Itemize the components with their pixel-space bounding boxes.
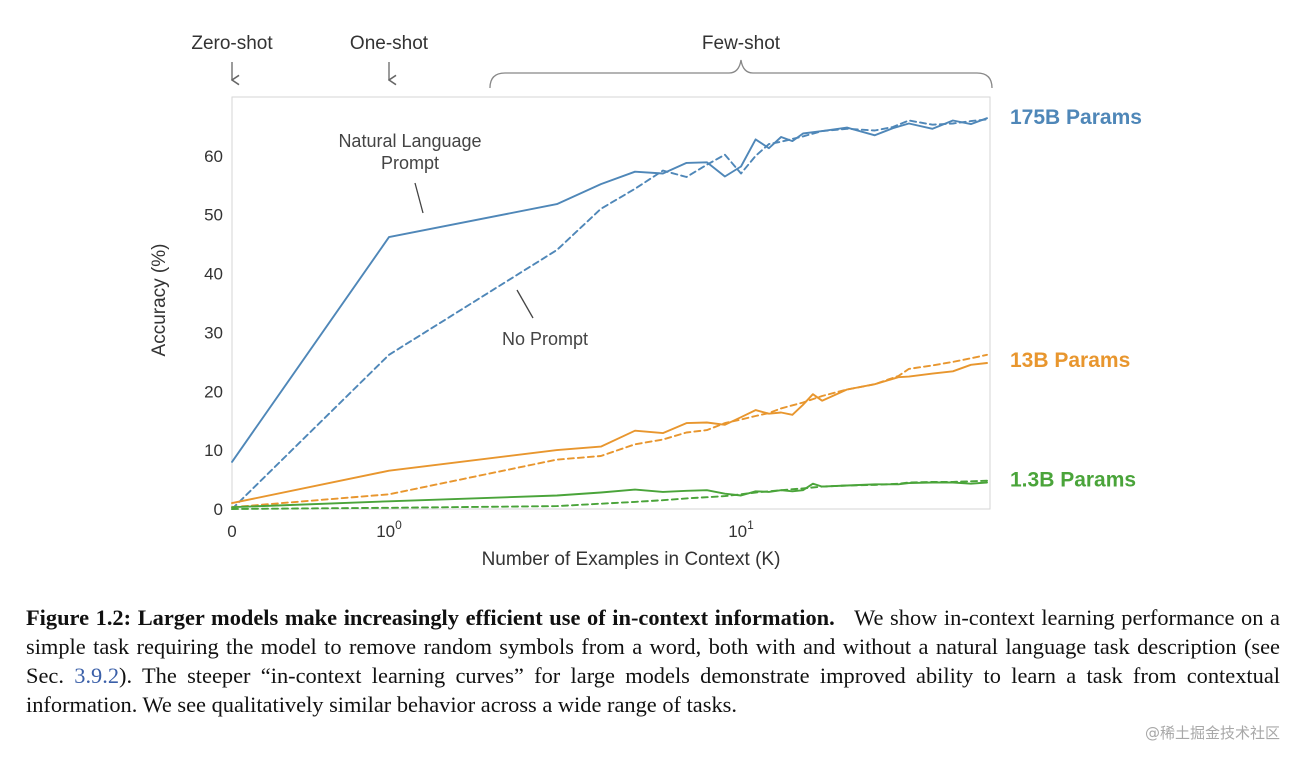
- caption-text-1: We show in-context learning performance …: [26, 605, 1280, 688]
- y-tick-label: 0: [214, 500, 223, 519]
- series-labels: 175B Params 13B Params 1.3B Params: [1010, 106, 1142, 492]
- series-label-175b-params: 175B Params: [1010, 106, 1142, 129]
- series-line-1-3b-params-no-prompt: [231, 479, 988, 510]
- figure-caption: Figure 1.2: Larger models make increasin…: [26, 603, 1280, 719]
- region-label-few-shot: Few-shot: [702, 33, 781, 54]
- x-tick-label: 0: [227, 522, 236, 541]
- x-tick-label: 101: [728, 518, 754, 541]
- series-label-13b-params: 13B Params: [1010, 349, 1130, 372]
- annotation-natural-language-prompt: Natural Language Prompt: [338, 131, 481, 173]
- region-label-zero-shot: Zero-shot: [191, 33, 273, 54]
- series-lines: [231, 117, 988, 510]
- annotation-no-prompt: No Prompt: [502, 329, 588, 349]
- series-line-175b-params-no-prompt: [231, 118, 988, 510]
- y-tick-label: 60: [204, 147, 223, 166]
- chart-figure: Zero-shot One-shot Few-shot 01020304050600…: [149, 33, 1142, 570]
- series-line-13b-params-natural-language-prompt: [231, 362, 988, 505]
- plot-area: [231, 96, 991, 510]
- shot-regions: Zero-shot One-shot Few-shot: [191, 33, 993, 89]
- annotation-pointer-no-prompt: [516, 289, 534, 319]
- caption-text-2: ). The steeper “in-context learning curv…: [26, 663, 1280, 717]
- y-axis-label: Accuracy (%): [149, 244, 170, 357]
- watermark: @稀土掘金技术社区: [1144, 724, 1280, 742]
- caption-title: Figure 1.2: Larger models make increasin…: [26, 605, 835, 630]
- y-tick-label: 10: [204, 441, 223, 460]
- annotations: Natural Language Prompt No Prompt: [338, 131, 588, 349]
- x-axis-label: Number of Examples in Context (K): [482, 549, 781, 570]
- y-tick-label: 20: [204, 382, 223, 401]
- few-shot-brace: [489, 59, 993, 89]
- caption-section-link[interactable]: 3.9.2: [74, 663, 120, 688]
- y-tick-label: 50: [204, 206, 223, 225]
- annotation-pointer-natural-language-prompt: [414, 182, 424, 214]
- y-tick-label: 30: [204, 323, 223, 342]
- series-line-13b-params-no-prompt: [231, 353, 988, 509]
- axes: 0 10 20 30 40 50 60 0 100 101 Number of Examples i…: [149, 147, 780, 570]
- series-label-1-3b-params: 1.3B Params: [1010, 469, 1136, 492]
- y-tick-label: 40: [204, 265, 223, 284]
- x-tick-label: 100: [376, 518, 402, 541]
- region-label-one-shot: One-shot: [350, 33, 429, 54]
- plot-border: [231, 96, 991, 510]
